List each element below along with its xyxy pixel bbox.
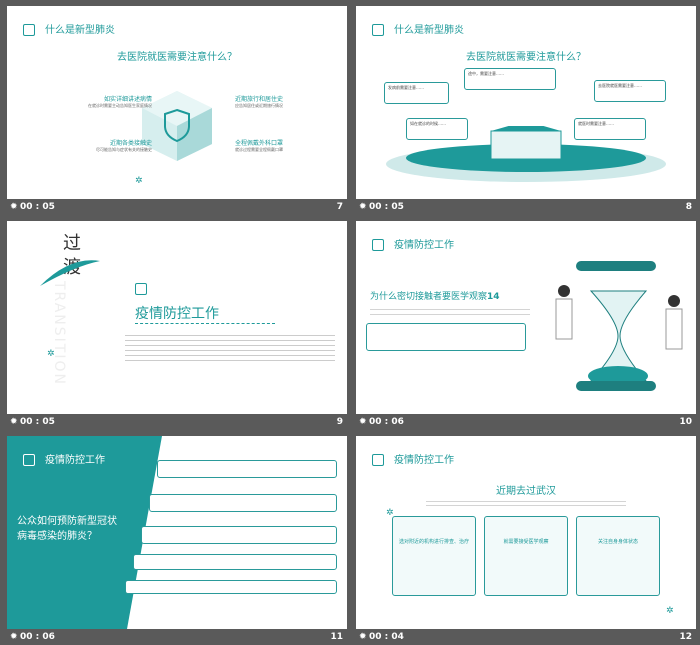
slide-thumbnail-12[interactable]: 疫情防控工作 近期去过武汉 选对附近的机构进行排查、治疗 就需要接受医学观察 关… — [356, 436, 696, 645]
teal-panel — [7, 436, 162, 629]
slide-header: 什么是新型肺炎 — [23, 21, 115, 36]
info-card-1: 选对附近的机构进行排查、治疗 — [392, 516, 476, 596]
list-item — [133, 554, 337, 570]
slide-canvas: 疫情防控工作 为什么密切接触者要医学观察14 — [356, 221, 696, 414]
slide-info-bar: ✹ 00 : 05 8 — [356, 199, 696, 215]
item-2: 近期各类接触史 尽可能告知与症状有关的接触史 — [96, 140, 152, 152]
slide-thumbnail-8[interactable]: 什么是新型肺炎 去医院就医需要注意什么？ 发病前需要注意…… 途中，需要注意……… — [356, 6, 696, 215]
info-box-1: 发病前需要注意…… — [384, 82, 449, 104]
platform-graphic — [386, 126, 666, 182]
info-box — [366, 323, 526, 351]
hospital-icon — [23, 454, 35, 466]
swoosh-graphic — [40, 260, 100, 286]
slide-question: 为什么密切接触者要医学观察14 — [370, 292, 500, 302]
slide-thumbnail-10[interactable]: 疫情防控工作 为什么密切接触者要医学观察14 ✹ 00 : 06 10 — [356, 221, 696, 430]
slide-info-bar: ✹ 00 : 06 11 — [7, 629, 347, 645]
body-text-placeholder — [370, 305, 530, 319]
info-box-4: 如在就诊的时候…… — [406, 118, 468, 140]
info-box-5: 就医时需要注意…… — [574, 118, 646, 140]
slide-thumbnail-7[interactable]: 什么是新型肺炎 去医院就医需要注意什么？ 如实详细讲述病情 在就诊时需要主动告知… — [7, 6, 347, 215]
virus-icon: ✲ — [135, 176, 143, 186]
body-text-placeholder — [125, 331, 335, 363]
slide-number: 10 — [679, 417, 692, 427]
slide-duration: 00 : 05 — [20, 202, 55, 212]
slide-thumbnail-9[interactable]: 过渡 TRANSITION 疫情防控工作 ✲ ✹ 00 : 05 9 — [7, 221, 347, 430]
hospital-icon — [372, 454, 384, 466]
slide-number: 12 — [679, 632, 692, 642]
virus-icon: ✲ — [666, 606, 674, 616]
hospital-icon — [135, 283, 157, 295]
slide-header: 疫情防控工作 — [372, 236, 454, 251]
timer-icon: ✹ — [359, 202, 367, 212]
timer-icon: ✹ — [10, 417, 18, 427]
slide-canvas: 过渡 TRANSITION 疫情防控工作 ✲ — [7, 221, 347, 414]
slide-header: 疫情防控工作 — [372, 451, 454, 466]
slide-title: 疫情防控工作 — [135, 306, 219, 322]
item-4: 全程佩戴外科口罩 就诊过程需要全程佩戴口罩 — [235, 140, 284, 152]
slide-duration: 00 : 05 — [20, 417, 55, 427]
list-item — [149, 494, 337, 512]
list-item — [125, 580, 337, 594]
item-1: 如实详细讲述病情 在就诊时需要主动告知医生家庭情况 — [88, 96, 152, 108]
slide-number: 7 — [336, 202, 343, 212]
slide-header: 疫情防控工作 — [23, 451, 105, 466]
info-card-2: 就需要接受医学观察 — [484, 516, 568, 596]
slide-info-bar: ✹ 00 : 04 12 — [356, 629, 696, 645]
body-text-placeholder — [426, 498, 626, 506]
list-item — [157, 460, 337, 478]
item-3: 近期旅行和居住史 应告知居住或近期旅行情况 — [235, 96, 284, 108]
shield-cube-graphic — [142, 91, 212, 161]
hospital-icon — [372, 24, 384, 36]
slide-question: 去医院就医需要注意什么？ — [117, 52, 237, 63]
timer-icon: ✹ — [10, 202, 18, 212]
hourglass-doctors-graphic — [555, 261, 683, 391]
virus-icon: ✲ — [386, 508, 394, 518]
slide-info-bar: ✹ 00 : 06 10 — [356, 414, 696, 430]
timer-icon: ✹ — [10, 632, 18, 642]
slide-number: 9 — [336, 417, 343, 427]
slide-question: 去医院就医需要注意什么？ — [466, 52, 586, 63]
slide-canvas: 疫情防控工作 近期去过武汉 选对附近的机构进行排查、治疗 就需要接受医学观察 关… — [356, 436, 696, 629]
slide-info-bar: ✹ 00 : 05 7 — [7, 199, 347, 215]
slide-duration: 00 : 06 — [20, 632, 55, 642]
hospital-icon — [372, 239, 384, 251]
slide-duration: 00 : 06 — [369, 417, 404, 427]
slide-duration: 00 : 05 — [369, 202, 404, 212]
transition-watermark: TRANSITION — [51, 281, 67, 386]
slide-question: 公众如何预防新型冠状病毒感染的肺炎？ — [17, 516, 117, 542]
slide-info-bar: ✹ 00 : 05 9 — [7, 414, 347, 430]
slide-number: 8 — [685, 202, 692, 212]
hospital-icon — [23, 24, 35, 36]
slide-canvas: 什么是新型肺炎 去医院就医需要注意什么？ 如实详细讲述病情 在就诊时需要主动告知… — [7, 6, 347, 199]
virus-icon: ✲ — [47, 349, 55, 359]
timer-icon: ✹ — [359, 632, 367, 642]
slide-canvas: 什么是新型肺炎 去医院就医需要注意什么？ 发病前需要注意…… 途中，需要注意……… — [356, 6, 696, 199]
timer-icon: ✹ — [359, 417, 367, 427]
slide-canvas: 疫情防控工作 公众如何预防新型冠状病毒感染的肺炎？ — [7, 436, 347, 629]
slide-header: 什么是新型肺炎 — [372, 21, 464, 36]
info-card-3: 关注自身身体状态 — [576, 516, 660, 596]
divider — [135, 323, 275, 324]
slide-thumbnail-11[interactable]: 疫情防控工作 公众如何预防新型冠状病毒感染的肺炎？ ✹ 00 : 06 11 — [7, 436, 347, 645]
slide-title: 近期去过武汉 — [496, 486, 556, 497]
info-box-2: 途中，需要注意…… — [464, 68, 556, 90]
list-item — [141, 526, 337, 544]
slide-duration: 00 : 04 — [369, 632, 404, 642]
info-box-3: 去医院就医需要注意…… — [594, 80, 666, 102]
slide-number: 11 — [330, 632, 343, 642]
